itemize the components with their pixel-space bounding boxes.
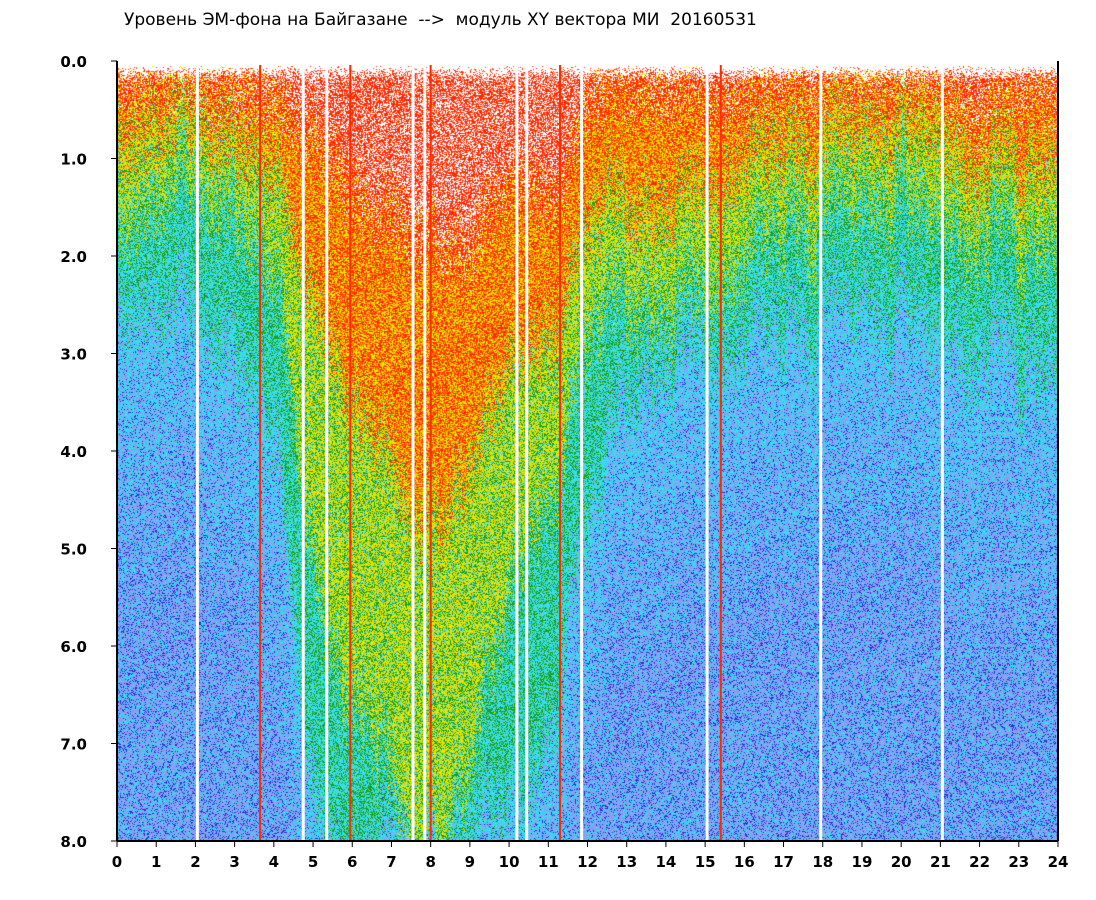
x-tick-label-4: 4 [269,853,279,871]
x-tick-label-3: 3 [229,853,239,871]
plot-area [117,61,1058,841]
y-axis: 0.0 1.0 2.0 3.0 4.0 5.0 6.0 7.0 8.0 [60,53,117,851]
x-tick-label-8: 8 [425,853,435,871]
heatmap-canvas-wrapper [117,61,1058,841]
x-tick-label-0: 0 [112,853,122,871]
x-tick-label-18: 18 [812,853,833,871]
heatmap-canvas [117,61,1058,841]
x-tick-label-13: 13 [616,853,637,871]
x-tick-label-2: 2 [190,853,200,871]
y-tick-label-1: 1.0 [60,151,87,169]
x-tick-label-16: 16 [734,853,755,871]
x-tick-label-6: 6 [347,853,357,871]
x-tick-label-11: 11 [538,853,559,871]
x-tick-label-9: 9 [465,853,475,871]
x-tick-label-10: 10 [499,853,520,871]
y-tick-label-0: 0.0 [60,53,87,71]
y-tick-label-5: 5.0 [60,541,87,559]
x-tick-label-21: 21 [930,853,951,871]
y-tick-label-3: 3.0 [60,346,87,364]
y-tick-label-8: 8.0 [60,833,87,851]
x-tick-label-12: 12 [577,853,598,871]
chart-title: Уровень ЭМ-фона на Байгазане --> модуль … [124,10,757,30]
x-tick-label-22: 22 [969,853,990,871]
x-tick-label-14: 14 [655,853,676,871]
x-tick-label-15: 15 [695,853,716,871]
x-tick-label-20: 20 [891,853,912,871]
x-tick-label-24: 24 [1048,853,1069,871]
y-tick-label-2: 2.0 [60,248,87,266]
x-tick-label-17: 17 [773,853,794,871]
x-tick-label-23: 23 [1008,853,1029,871]
x-tick-label-19: 19 [852,853,873,871]
y-tick-label-4: 4.0 [60,443,87,461]
x-axis: 0 1 2 3 4 5 6 7 8 9 10 11 12 13 14 15 16 17 18 19 20 21 22 23 24 [112,841,1069,871]
x-tick-label-7: 7 [386,853,396,871]
y-tick-label-6: 6.0 [60,638,87,656]
x-tick-label-5: 5 [308,853,318,871]
x-tick-label-1: 1 [151,853,161,871]
gap-lines [195,65,944,841]
y-tick-label-7: 7.0 [60,736,87,754]
